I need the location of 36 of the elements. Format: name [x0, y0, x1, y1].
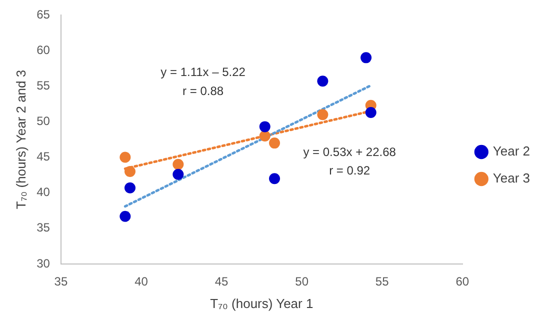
x-tick-label: 55	[375, 274, 390, 289]
x-tick-label: 60	[456, 274, 470, 289]
point	[259, 121, 270, 132]
legend-label: Year 2	[492, 144, 530, 159]
y-tick-label: 45	[36, 150, 50, 164]
y-tick-label: 40	[36, 185, 50, 200]
annotation: r = 0.92	[329, 163, 370, 178]
point	[317, 109, 328, 120]
point	[259, 130, 270, 142]
annotation: r = 0.88	[182, 84, 224, 98]
y-axis-title: T₇₀ (hours) Year 2 and 3	[13, 70, 28, 210]
x-tick-label: 40	[134, 274, 148, 289]
x-tick-label: 45	[214, 274, 229, 289]
annotation: y = 1.11x – 5.22	[160, 65, 246, 80]
point	[124, 166, 136, 178]
x-tick-label: 50	[295, 274, 309, 289]
point	[120, 152, 131, 163]
x-tick-label: 35	[54, 274, 68, 289]
point	[360, 52, 372, 64]
y-tick-label: 65	[36, 7, 50, 22]
point	[124, 182, 136, 194]
point	[172, 158, 184, 170]
y-tick-label: 60	[36, 42, 50, 57]
point	[365, 106, 376, 118]
point	[317, 76, 328, 87]
x-axis-title: T₇₀ (hours) Year 1	[210, 296, 314, 311]
point	[269, 138, 280, 149]
point	[172, 168, 184, 180]
point	[120, 210, 131, 222]
y-tick-label: 55	[36, 78, 50, 92]
y-tick-label: 50	[36, 114, 50, 128]
point	[269, 173, 280, 184]
y-tick-label: 35	[36, 220, 50, 235]
y-tick-label: 30	[36, 256, 50, 270]
annotation: y = 0.53x + 22.68	[303, 145, 396, 160]
legend-label: Year 3	[492, 170, 530, 186]
